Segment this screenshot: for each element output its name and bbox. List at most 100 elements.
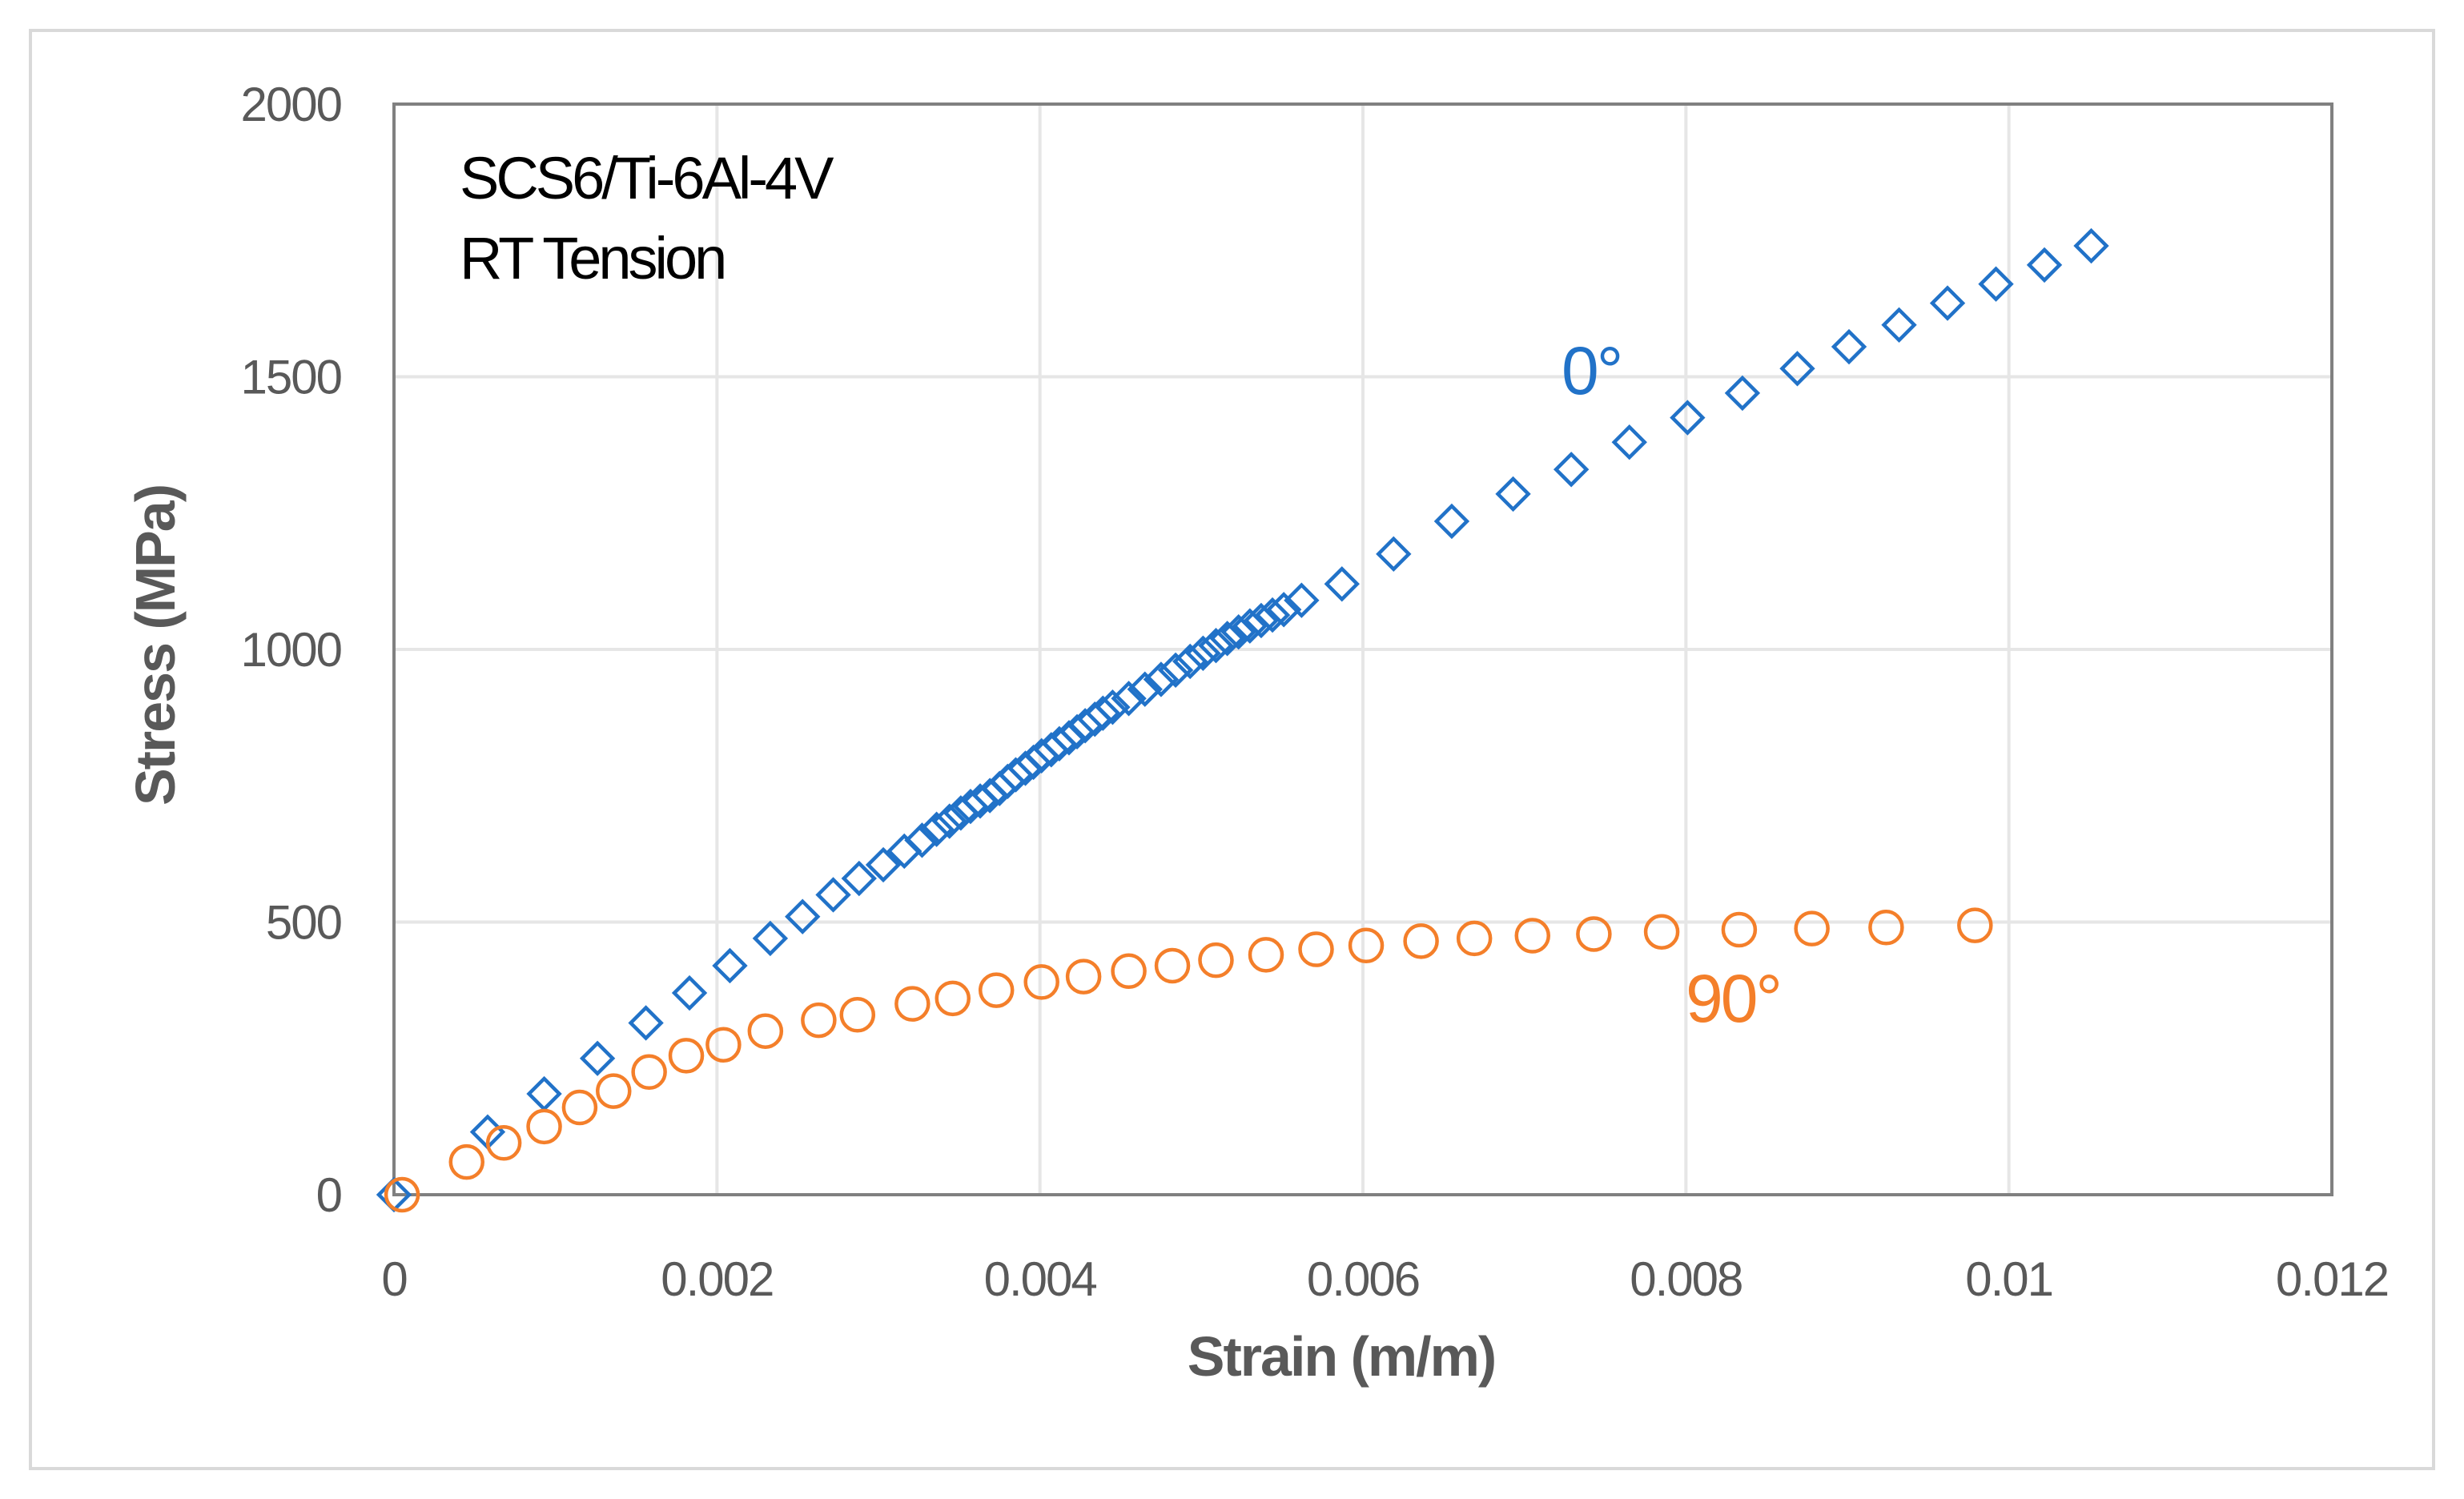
data-point-circle <box>1248 937 1284 973</box>
data-point-circle <box>448 1143 484 1180</box>
y-tick-label: 1500 <box>241 351 342 404</box>
annotation-material: SCS6/Ti-6Al-4V <box>460 145 834 211</box>
x-tick-label: 0.002 <box>661 1252 773 1306</box>
data-point-diamond <box>1185 635 1221 671</box>
data-point-diamond <box>526 1075 562 1112</box>
data-point-diamond <box>815 877 851 913</box>
y-axis-title: Stress (MPa) <box>124 485 187 806</box>
annotation-test: RT Tension <box>460 225 724 291</box>
data-point-diamond <box>1172 643 1208 680</box>
data-point-circle <box>596 1073 632 1109</box>
data-point-diamond <box>931 803 967 839</box>
y-tick-labels: 0 500 1000 1500 2000 <box>241 78 344 1222</box>
data-point-diamond <box>1881 307 1917 343</box>
data-point-diamond <box>1929 285 1966 321</box>
data-point-circle <box>1065 958 1102 995</box>
data-point-circle <box>1576 916 1612 952</box>
data-point-diamond <box>752 920 789 957</box>
data-point-diamond <box>1095 689 1131 725</box>
data-point-circle <box>1456 920 1493 957</box>
data-point-diamond <box>1284 582 1320 618</box>
data-point-circle <box>631 1054 667 1091</box>
data-point-circle <box>485 1125 522 1161</box>
data-point-diamond <box>628 1005 664 1041</box>
data-point-diamond <box>1232 608 1268 644</box>
y-tick-label: 500 <box>266 896 342 950</box>
series-label-0deg: 0° <box>1562 333 1621 408</box>
data-point-diamond <box>865 846 902 883</box>
data-point-diamond <box>1254 597 1291 633</box>
x-axis-title: Strain (m/m) <box>1188 1325 1495 1388</box>
data-point-diamond <box>2073 227 2109 264</box>
data-point-circle <box>1794 910 1830 946</box>
data-point-diamond <box>1670 400 1706 436</box>
data-point-diamond <box>1143 661 1180 697</box>
data-point-circle <box>1298 931 1334 967</box>
data-point-diamond <box>1198 628 1234 664</box>
x-tick-labels: 0 0.002 0.004 0.006 0.008 0.01 0.012 <box>381 1252 2390 1306</box>
data-point-diamond <box>2026 247 2063 283</box>
data-point-diamond <box>1611 424 1647 460</box>
data-point-diamond <box>904 822 940 858</box>
data-point-circle <box>384 1176 420 1213</box>
data-point-diamond <box>1111 681 1147 717</box>
x-tick-label: 0.012 <box>2276 1252 2388 1306</box>
data-point-circle <box>935 980 971 1017</box>
series-90deg <box>384 907 1993 1213</box>
data-point-circle <box>978 972 1015 1008</box>
data-point-diamond <box>1243 602 1280 639</box>
data-point-circle <box>526 1108 562 1145</box>
data-point-diamond <box>1266 592 1302 628</box>
data-point-diamond <box>918 811 955 847</box>
plot-area <box>392 102 2333 1196</box>
data-point-diamond <box>1324 566 1360 602</box>
data-point-diamond <box>1127 671 1163 707</box>
data-point-circle <box>1154 947 1191 984</box>
x-tick-label: 0.01 <box>1965 1252 2052 1306</box>
data-point-circle <box>747 1013 784 1049</box>
data-point-diamond <box>1831 328 1867 365</box>
x-tick-label: 0 <box>381 1252 407 1306</box>
data-point-diamond <box>1779 351 1815 387</box>
data-point-diamond <box>712 947 748 984</box>
data-point-diamond <box>671 975 708 1011</box>
data-point-diamond <box>785 898 821 934</box>
series-label-90deg: 90° <box>1686 961 1780 1036</box>
y-tick-label: 2000 <box>241 78 342 131</box>
data-point-circle <box>1643 914 1680 950</box>
data-point-circle <box>705 1027 742 1063</box>
data-point-diamond <box>1978 266 2014 302</box>
data-point-diamond <box>1220 614 1256 650</box>
data-point-diamond <box>1553 452 1590 488</box>
data-point-diamond <box>1376 536 1412 573</box>
data-point-circle <box>1957 907 1993 943</box>
data-point-circle <box>801 1002 837 1039</box>
data-point-circle <box>1514 918 1550 954</box>
data-series <box>376 227 2109 1213</box>
data-point-circle <box>1023 964 1059 1000</box>
data-point-diamond <box>1209 621 1245 657</box>
y-tick-label: 1000 <box>241 623 342 677</box>
data-point-diamond <box>1433 503 1470 540</box>
data-point-circle <box>1868 910 1904 946</box>
x-tick-label: 0.008 <box>1630 1252 1742 1306</box>
data-point-diamond <box>841 860 877 897</box>
x-tick-label: 0.006 <box>1307 1252 1419 1306</box>
data-point-circle <box>668 1038 705 1074</box>
data-point-circle <box>1348 927 1385 964</box>
data-point-circle <box>1198 942 1234 979</box>
data-point-circle <box>894 986 931 1022</box>
data-point-diamond <box>1724 375 1761 412</box>
data-point-diamond <box>1495 476 1531 512</box>
data-point-diamond <box>1157 652 1194 689</box>
y-tick-label: 0 <box>316 1168 342 1222</box>
data-point-circle <box>1403 923 1439 959</box>
series-0deg <box>376 227 2109 1213</box>
data-point-circle <box>561 1089 598 1126</box>
data-point-diamond <box>1085 695 1121 731</box>
data-point-circle <box>839 997 876 1033</box>
data-point-circle <box>1721 911 1758 948</box>
data-point-circle <box>1111 953 1147 990</box>
x-tick-label: 0.004 <box>984 1252 1097 1306</box>
